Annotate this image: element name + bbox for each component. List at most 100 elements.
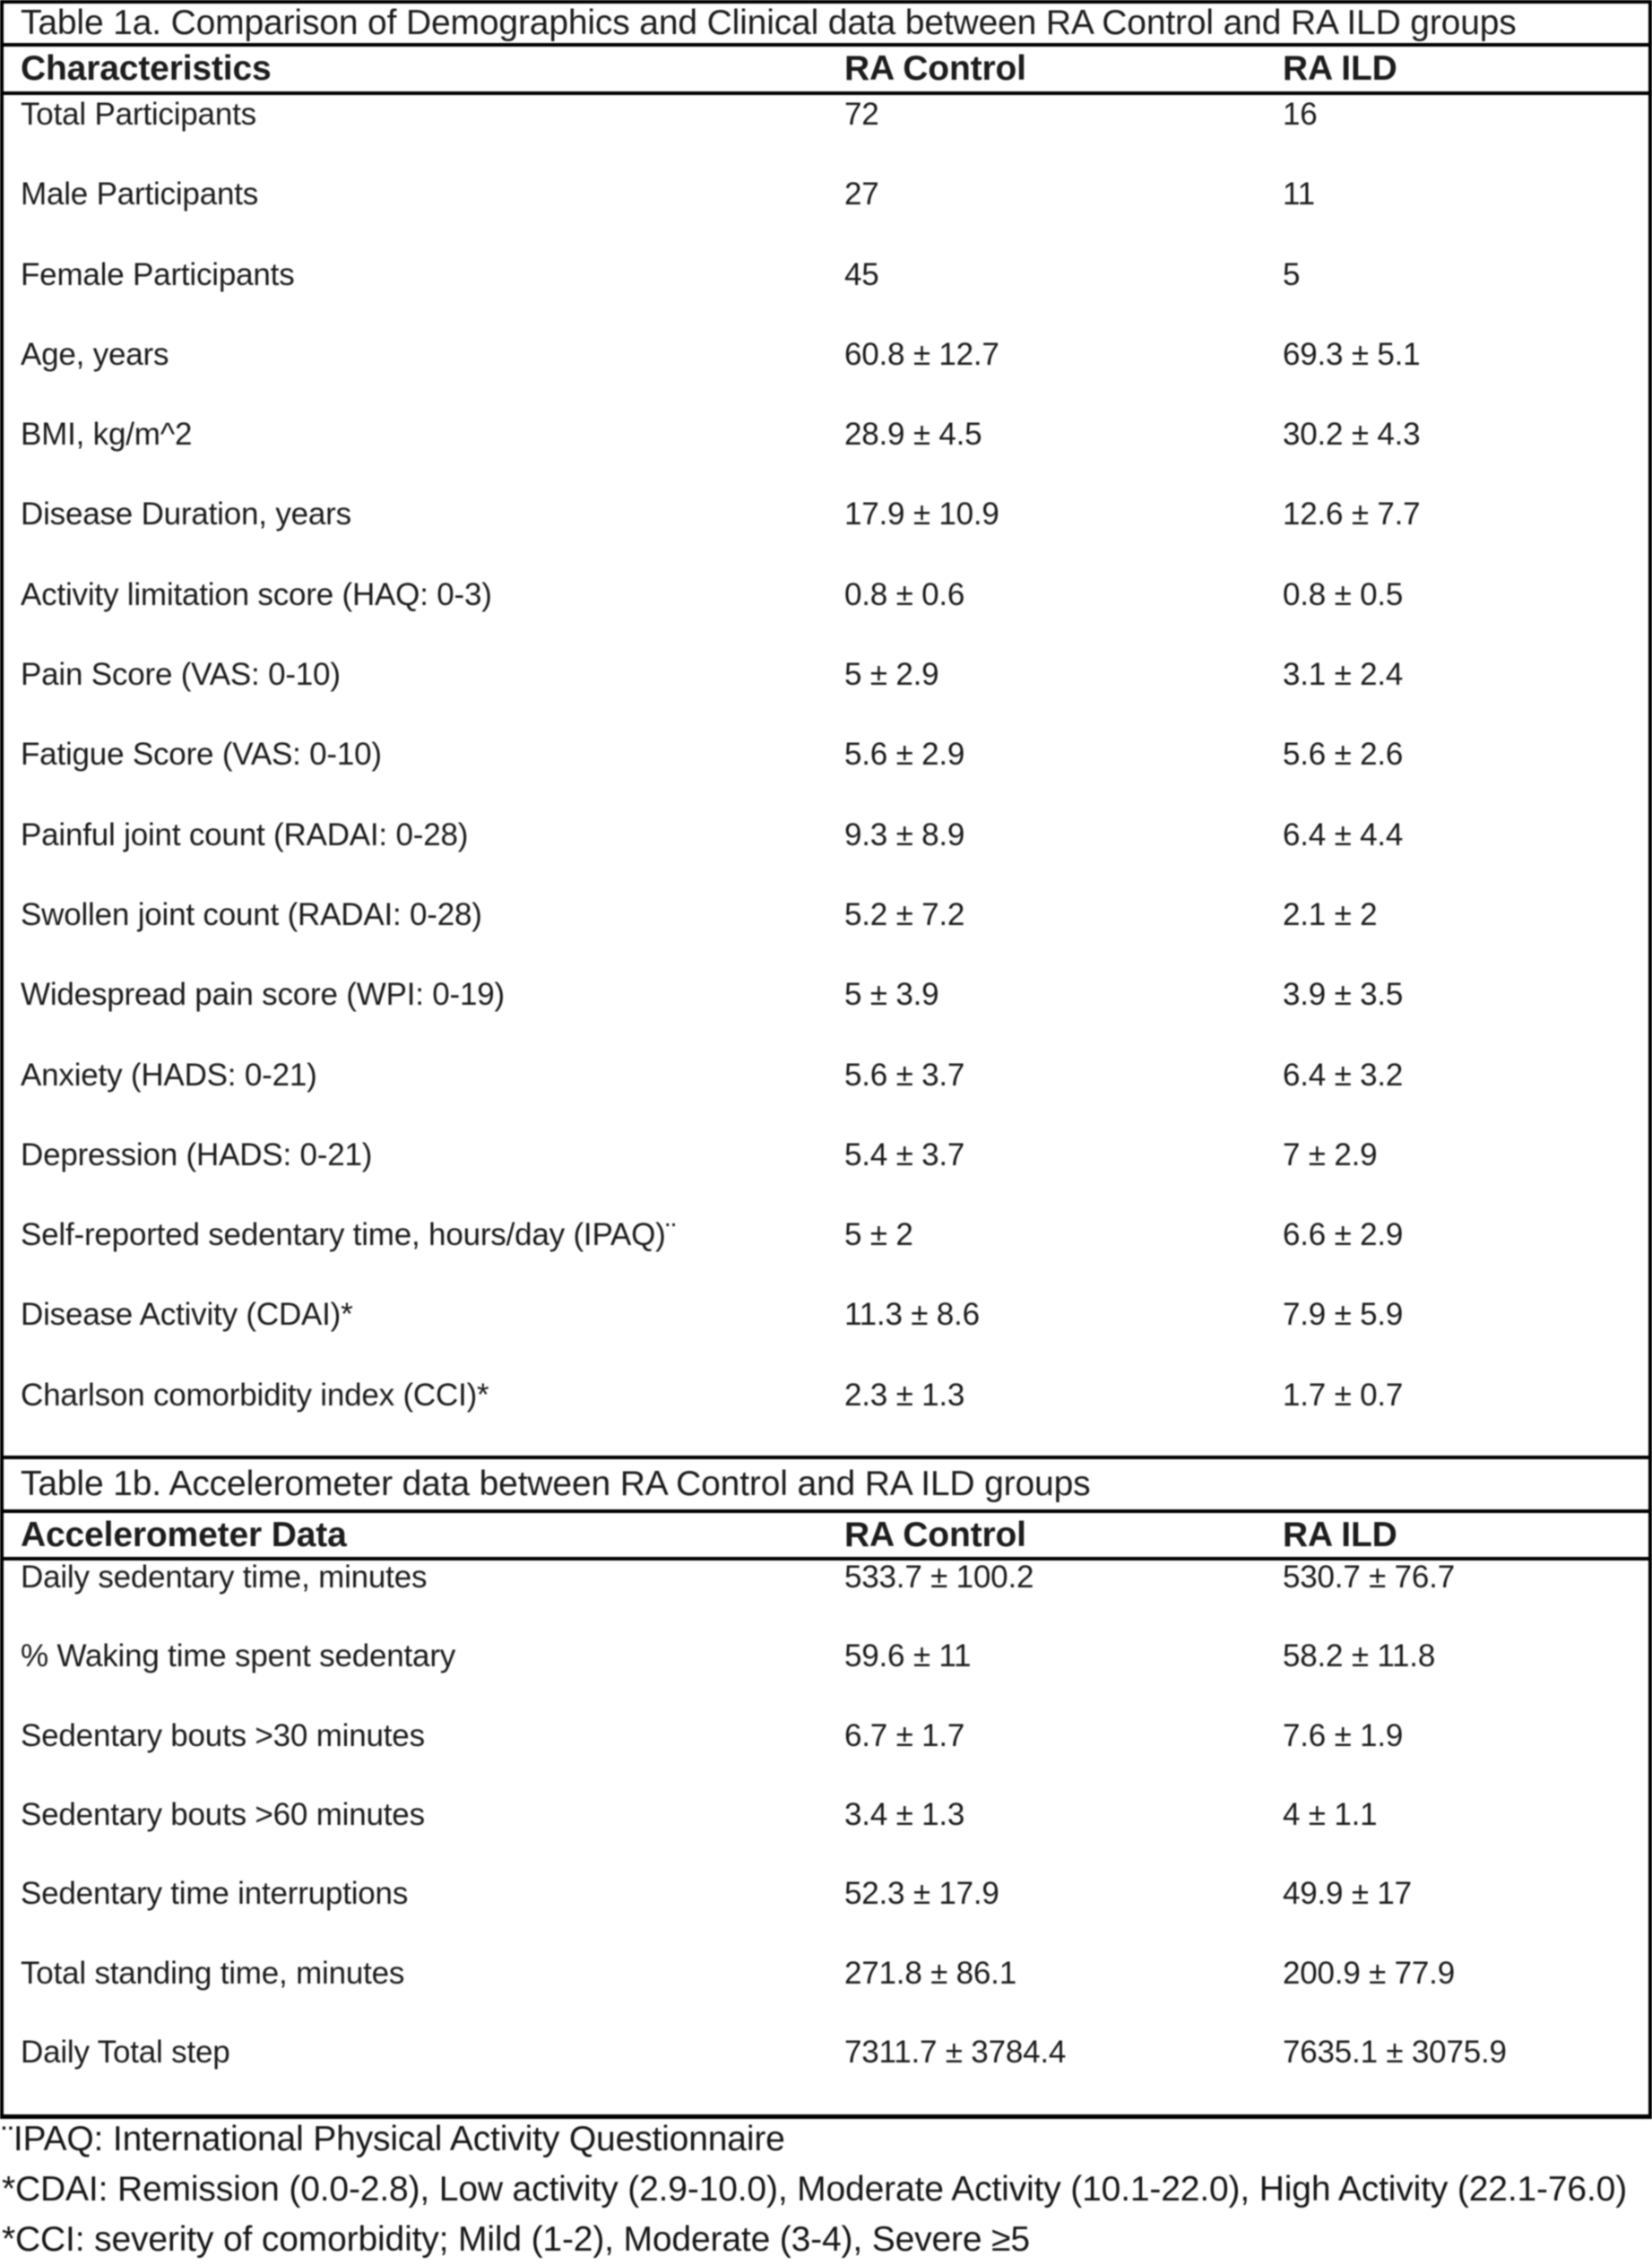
cell-ra-ild: 3.1 ± 2.4	[1283, 657, 1404, 693]
cell-ra-ild: 1.7 ± 0.7	[1283, 1377, 1404, 1413]
row-label: Painful joint count (RADAI: 0-28)	[21, 817, 469, 852]
cell-ra-ild: 49.9 ± 17	[1283, 1877, 1412, 1912]
table-1b-header-ra-control: RA Control	[844, 1516, 1026, 1555]
cell-ra-control: 5 ± 3.9	[844, 977, 939, 1013]
table-row: Total Participants 72 16	[4, 95, 1648, 175]
table-row: Sedentary bouts >30 minutes 6.7 ± 1.7 7.…	[4, 1719, 1648, 1798]
row-label: Sedentary bouts >30 minutes	[21, 1718, 425, 1753]
cell-ra-ild: 7.9 ± 5.9	[1283, 1297, 1404, 1333]
cell-ra-ild: 6.4 ± 4.4	[1283, 817, 1404, 852]
table-row: Pain Score (VAS: 0-10) 5 ± 2.9 3.1 ± 2.4	[4, 655, 1648, 735]
footnote-cci: *CCI: severity of comorbidity; Mild (1-2…	[2, 2220, 1030, 2260]
cell-ra-ild: 4 ± 1.1	[1283, 1797, 1378, 1832]
footnote-ipaq: ¨IPAQ: International Physical Activity Q…	[2, 2120, 785, 2159]
cell-ra-control: 27	[844, 177, 879, 212]
table-1b-header-ra-ild: RA ILD	[1283, 1516, 1397, 1555]
cell-ra-ild: 16	[1283, 97, 1318, 132]
cell-ra-control: 72	[844, 97, 879, 132]
cell-ra-control: 5.6 ± 2.9	[844, 737, 965, 773]
table-row: Anxiety (HADS: 0-21) 5.6 ± 3.7 6.4 ± 3.2	[4, 1056, 1648, 1136]
table-1a: Table 1a. Comparison of Demographics and…	[0, 0, 1652, 1460]
cell-ra-control: 11.3 ± 8.6	[844, 1297, 980, 1333]
table-row: Sedentary time interruptions 52.3 ± 17.9…	[4, 1877, 1648, 1956]
row-label: Male Participants	[21, 177, 259, 212]
row-label: Charlson comorbidity index (CCI)*	[21, 1377, 489, 1413]
cell-ra-control: 6.7 ± 1.7	[844, 1718, 965, 1753]
table-1a-header-ra-ild: RA ILD	[1283, 49, 1397, 88]
cell-ra-control: 7311.7 ± 3784.4	[844, 2035, 1067, 2070]
table-row: Swollen joint count (RADAI: 0-28) 5.2 ± …	[4, 895, 1648, 975]
table-row: Activity limitation score (HAQ: 0-3) 0.8…	[4, 575, 1648, 655]
cell-ra-control: 9.3 ± 8.9	[844, 817, 965, 852]
cell-ra-ild: 0.8 ± 0.5	[1283, 576, 1404, 612]
table-row: Self-reported sedentary time, hours/day …	[4, 1215, 1648, 1295]
cell-ra-ild: 30.2 ± 4.3	[1283, 417, 1421, 453]
cell-ra-control: 0.8 ± 0.6	[844, 576, 965, 612]
cell-ra-ild: 7 ± 2.9	[1283, 1137, 1378, 1172]
cell-ra-control: 60.8 ± 12.7	[844, 336, 999, 372]
table-1a-header-row: Characteristics RA Control RA ILD	[4, 47, 1648, 95]
table-row: Daily Total step 7311.7 ± 3784.4 7635.1 …	[4, 2036, 1648, 2114]
footnote-cdai: *CDAI: Remission (0.0-2.8), Low activity…	[2, 2170, 1628, 2209]
cell-ra-control: 5 ± 2.9	[844, 657, 939, 693]
row-label: Age, years	[21, 336, 169, 372]
row-label: Disease Activity (CDAI)*	[21, 1297, 353, 1333]
row-label: Daily Total step	[21, 2035, 230, 2070]
table-row: Male Participants 27 11	[4, 175, 1648, 255]
cell-ra-ild: 200.9 ± 77.9	[1283, 1956, 1455, 1991]
cell-ra-control: 5.4 ± 3.7	[844, 1137, 965, 1172]
row-label: Total Participants	[21, 97, 256, 132]
row-label: Anxiety (HADS: 0-21)	[21, 1057, 317, 1093]
table-row: Daily sedentary time, minutes 533.7 ± 10…	[4, 1560, 1648, 1639]
table-row: Charlson comorbidity index (CCI)* 2.3 ± …	[4, 1376, 1648, 1456]
cell-ra-control: 45	[844, 256, 879, 292]
row-label: Activity limitation score (HAQ: 0-3)	[21, 576, 492, 612]
cell-ra-control: 28.9 ± 4.5	[844, 417, 982, 453]
table-row: Sedentary bouts >60 minutes 3.4 ± 1.3 4 …	[4, 1798, 1648, 1877]
cell-ra-ild: 7635.1 ± 3075.9	[1283, 2035, 1507, 2070]
cell-ra-ild: 530.7 ± 76.7	[1283, 1560, 1455, 1595]
table-row: Disease Duration, years 17.9 ± 10.9 12.6…	[4, 495, 1648, 575]
table-row: Disease Activity (CDAI)* 11.3 ± 8.6 7.9 …	[4, 1295, 1648, 1375]
footnotes: ¨IPAQ: International Physical Activity Q…	[0, 2114, 1652, 2265]
table-1b-title: Table 1b. Accelerometer data between RA …	[4, 1459, 1648, 1514]
table-row: BMI, kg/m^2 28.9 ± 4.5 30.2 ± 4.3	[4, 415, 1648, 495]
row-label: Widespread pain score (WPI: 0-19)	[21, 977, 506, 1013]
table-1a-title: Table 1a. Comparison of Demographics and…	[4, 4, 1648, 47]
cell-ra-ild: 69.3 ± 5.1	[1283, 336, 1421, 372]
table-row: Total standing time, minutes 271.8 ± 86.…	[4, 1957, 1648, 2036]
cell-ra-control: 5 ± 2	[844, 1217, 913, 1253]
cell-ra-control: 533.7 ± 100.2	[844, 1560, 1034, 1595]
row-label: Sedentary bouts >60 minutes	[21, 1797, 425, 1832]
row-label: Female Participants	[21, 256, 295, 292]
cell-ra-ild: 7.6 ± 1.9	[1283, 1718, 1404, 1753]
row-label: Daily sedentary time, minutes	[21, 1560, 428, 1595]
cell-ra-control: 5.2 ± 7.2	[844, 896, 965, 932]
table-1b: Table 1b. Accelerometer data between RA …	[0, 1459, 1652, 2120]
table-row: Painful joint count (RADAI: 0-28) 9.3 ± …	[4, 816, 1648, 895]
cell-ra-control: 5.6 ± 3.7	[844, 1057, 965, 1093]
cell-ra-ild: 5	[1283, 256, 1301, 292]
row-label: % Waking time spent sedentary	[21, 1639, 456, 1674]
table-row: Female Participants 45 5	[4, 255, 1648, 335]
row-label: Self-reported sedentary time, hours/day …	[21, 1217, 677, 1253]
cell-ra-control: 271.8 ± 86.1	[844, 1956, 1016, 1991]
cell-ra-ild: 6.6 ± 2.9	[1283, 1217, 1404, 1253]
table-row: Depression (HADS: 0-21) 5.4 ± 3.7 7 ± 2.…	[4, 1136, 1648, 1215]
row-label: Sedentary time interruptions	[21, 1877, 409, 1912]
cell-ra-ild: 11	[1283, 177, 1315, 212]
table-row: Age, years 60.8 ± 12.7 69.3 ± 5.1	[4, 335, 1648, 415]
row-label: Pain Score (VAS: 0-10)	[21, 657, 341, 693]
cell-ra-ild: 5.6 ± 2.6	[1283, 737, 1404, 773]
cell-ra-ild: 6.4 ± 3.2	[1283, 1057, 1404, 1093]
row-label: Fatigue Score (VAS: 0-10)	[21, 737, 382, 773]
table-1b-header-row: Accelerometer Data RA Control RA ILD	[4, 1513, 1648, 1561]
table-row: % Waking time spent sedentary 59.6 ± 11 …	[4, 1639, 1648, 1718]
cell-ra-control: 17.9 ± 10.9	[844, 497, 999, 532]
table-row: Fatigue Score (VAS: 0-10) 5.6 ± 2.9 5.6 …	[4, 735, 1648, 815]
cell-ra-control: 3.4 ± 1.3	[844, 1797, 965, 1832]
cell-ra-control: 2.3 ± 1.3	[844, 1377, 965, 1413]
row-label: Swollen joint count (RADAI: 0-28)	[21, 896, 482, 932]
row-label: Depression (HADS: 0-21)	[21, 1137, 373, 1172]
